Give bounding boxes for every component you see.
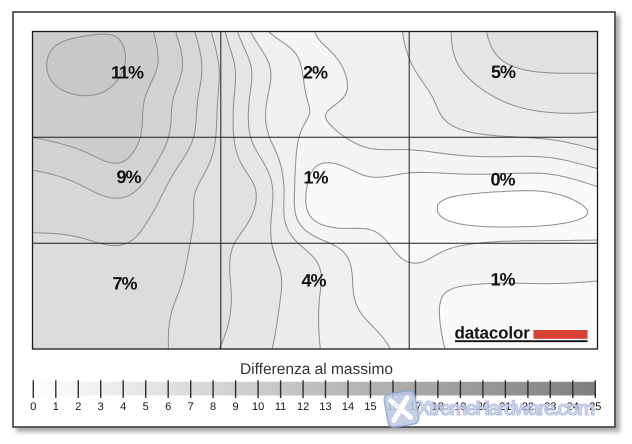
svg-text:4%: 4% [301,271,326,291]
svg-text:10: 10 [252,401,264,413]
svg-text:2: 2 [75,401,81,413]
svg-text:25: 25 [589,401,601,413]
svg-text:12: 12 [297,401,309,413]
svg-text:14: 14 [342,401,354,413]
svg-text:24: 24 [567,401,579,413]
svg-text:8: 8 [210,401,216,413]
svg-text:11: 11 [275,401,286,413]
svg-text:3: 3 [98,401,104,413]
svg-text:13: 13 [319,401,331,413]
svg-text:6: 6 [165,401,171,413]
svg-text:1: 1 [53,401,59,413]
svg-text:4: 4 [120,401,126,413]
svg-text:1%: 1% [303,168,328,188]
svg-text:0: 0 [30,401,36,413]
svg-text:18: 18 [432,401,444,413]
svg-text:21: 21 [499,401,511,413]
svg-text:5: 5 [143,401,149,413]
svg-text:datacolor: datacolor [455,323,531,342]
svg-text:2%: 2% [303,63,328,83]
svg-text:22: 22 [522,401,534,413]
svg-text:5%: 5% [491,62,516,82]
svg-text:9: 9 [233,401,239,413]
svg-text:Differenza al massimo: Differenza al massimo [240,361,393,378]
svg-text:15: 15 [364,401,376,413]
svg-text:7: 7 [188,401,194,413]
svg-text:23: 23 [544,401,556,413]
svg-text:XtremeHardware.com: XtremeHardware.com [417,397,594,420]
svg-text:11%: 11% [111,63,144,83]
svg-text:9%: 9% [116,167,141,187]
svg-text:20: 20 [477,401,489,413]
svg-text:0%: 0% [490,170,515,190]
svg-text:1%: 1% [490,270,515,290]
svg-text:7%: 7% [112,274,137,294]
svg-text:19: 19 [454,401,466,413]
